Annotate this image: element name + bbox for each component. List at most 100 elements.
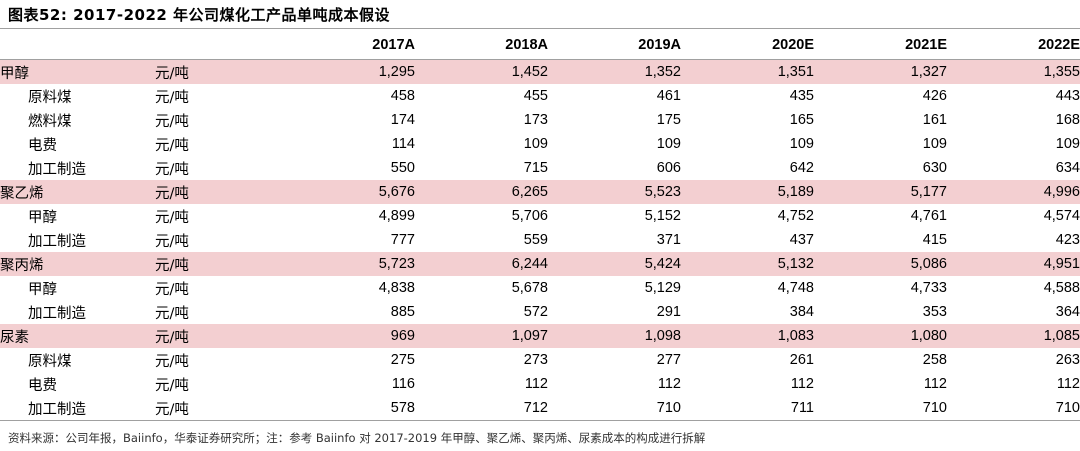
value-cell: 165	[789, 112, 814, 128]
value-cell: 572	[523, 304, 548, 320]
value-cell: 5,132	[681, 252, 814, 276]
value-cell: 112	[790, 376, 814, 392]
value-cell: 423	[1055, 232, 1080, 248]
value-cell: 168	[1055, 112, 1080, 128]
header-blank-item	[0, 31, 155, 60]
col-header: 2018A	[415, 31, 548, 60]
unit-cell: 元/吨	[155, 161, 189, 178]
value-cell: 277	[656, 352, 681, 368]
row-label: 加工制造	[0, 396, 155, 421]
table-body: 甲醇 元/吨 1,295 1,452 1,352 1,351 1,327 1,355 原料煤 元/…	[0, 59, 1080, 421]
product-row: 聚乙烯 元/吨 5,676 6,265 5,523 5,189 5,177 4,996	[0, 180, 1080, 204]
row-label: 电费	[28, 377, 57, 394]
value-cell: 455	[523, 88, 548, 104]
value-cell: 4,752	[777, 208, 814, 224]
value-cell: 275	[390, 352, 415, 368]
col-header: 2021E	[814, 31, 947, 60]
value-cell: 710	[548, 396, 681, 421]
value-cell: 1,080	[814, 324, 947, 348]
value-cell: 4,574	[1043, 208, 1080, 224]
value-cell: 291	[656, 304, 681, 320]
value-cell: 258	[922, 352, 947, 368]
value-cell: 353	[922, 304, 947, 320]
value-cell: 1,085	[947, 324, 1080, 348]
product-row: 尿素 元/吨 969 1,097 1,098 1,083 1,080 1,085	[0, 324, 1080, 348]
value-cell: 1,083	[681, 324, 814, 348]
value-cell: 6,244	[415, 252, 548, 276]
figure-title-bar: 图表52: 2017-2022 年公司煤化工产品单吨成本假设	[0, 0, 1080, 29]
unit-cell: 元/吨	[155, 209, 189, 226]
value-cell: 578	[280, 396, 415, 421]
value-cell: 173	[523, 112, 548, 128]
value-cell: 4,748	[777, 280, 814, 296]
row-label: 加工制造	[28, 161, 86, 178]
col-header: 2020E	[681, 31, 814, 60]
component-row: 燃料煤 元/吨 174 173 175 165 161 168	[0, 108, 1080, 132]
value-cell: 114	[391, 136, 415, 152]
unit-cell: 元/吨	[155, 137, 189, 154]
value-cell: 1,327	[814, 59, 947, 84]
unit-cell: 元/吨	[155, 281, 189, 298]
value-cell: 642	[789, 160, 814, 176]
row-label: 甲醇	[28, 209, 57, 226]
value-cell: 712	[415, 396, 548, 421]
unit-cell: 元/吨	[155, 252, 280, 276]
row-label: 聚乙烯	[0, 180, 155, 204]
value-cell: 5,189	[681, 180, 814, 204]
component-row: 甲醇 元/吨 4,899 5,706 5,152 4,752 4,761 4,574	[0, 204, 1080, 228]
row-label: 原料煤	[28, 353, 72, 370]
component-row: 加工制造 元/吨 777 559 371 437 415 423	[0, 228, 1080, 252]
col-header: 2022E	[947, 31, 1080, 60]
value-cell: 559	[523, 232, 548, 248]
value-cell: 634	[1055, 160, 1080, 176]
value-cell: 5,152	[644, 208, 681, 224]
source-note: 资料来源：公司年报，Baiinfo，华泰证券研究所；注：参考 Baiinfo 对…	[8, 431, 706, 445]
value-cell: 4,899	[378, 208, 415, 224]
component-row: 电费 元/吨 116 112 112 112 112 112	[0, 372, 1080, 396]
value-cell: 109	[523, 136, 548, 152]
value-cell: 710	[947, 396, 1080, 421]
row-label: 甲醇	[28, 281, 57, 298]
component-row: 原料煤 元/吨 458 455 461 435 426 443	[0, 84, 1080, 108]
component-row: 加工制造 元/吨 550 715 606 642 630 634	[0, 156, 1080, 180]
value-cell: 175	[656, 112, 681, 128]
row-label: 原料煤	[28, 89, 72, 106]
unit-cell: 元/吨	[155, 233, 189, 250]
value-cell: 1,295	[280, 59, 415, 84]
col-header: 2017A	[280, 31, 415, 60]
component-row: 电费 元/吨 114 109 109 109 109 109	[0, 132, 1080, 156]
row-label: 加工制造	[28, 305, 86, 322]
value-cell: 112	[524, 376, 548, 392]
unit-cell: 元/吨	[155, 113, 189, 130]
row-label: 燃料煤	[28, 113, 72, 130]
value-cell: 5,129	[644, 280, 681, 296]
value-cell: 4,951	[947, 252, 1080, 276]
unit-cell: 元/吨	[155, 180, 280, 204]
value-cell: 261	[789, 352, 814, 368]
value-cell: 711	[681, 396, 814, 421]
value-cell: 1,351	[681, 59, 814, 84]
unit-cell: 元/吨	[155, 396, 280, 421]
value-cell: 4,733	[910, 280, 947, 296]
row-label: 加工制造	[28, 233, 86, 250]
value-cell: 5,177	[814, 180, 947, 204]
component-row: 加工制造 元/吨 578 712 710 711 710 710	[0, 396, 1080, 421]
value-cell: 371	[656, 232, 681, 248]
row-label: 甲醇	[0, 59, 155, 84]
unit-cell: 元/吨	[155, 353, 189, 370]
value-cell: 4,838	[378, 280, 415, 296]
value-cell: 426	[922, 88, 947, 104]
value-cell: 1,098	[548, 324, 681, 348]
value-cell: 443	[1055, 88, 1080, 104]
cost-table: 2017A 2018A 2019A 2020E 2021E 2022E 甲醇元/…	[0, 31, 1080, 421]
header-row: 2017A 2018A 2019A 2020E 2021E 2022E	[0, 31, 1080, 60]
value-cell: 6,265	[415, 180, 548, 204]
value-cell: 5,424	[548, 252, 681, 276]
unit-cell: 元/吨	[155, 377, 189, 394]
figure-title: 图表52: 2017-2022 年公司煤化工产品单吨成本假设	[8, 6, 391, 24]
header-blank-unit	[155, 31, 280, 60]
value-cell: 109	[656, 136, 681, 152]
value-cell: 4,588	[1043, 280, 1080, 296]
row-label: 电费	[28, 137, 57, 154]
value-cell: 116	[391, 376, 415, 392]
